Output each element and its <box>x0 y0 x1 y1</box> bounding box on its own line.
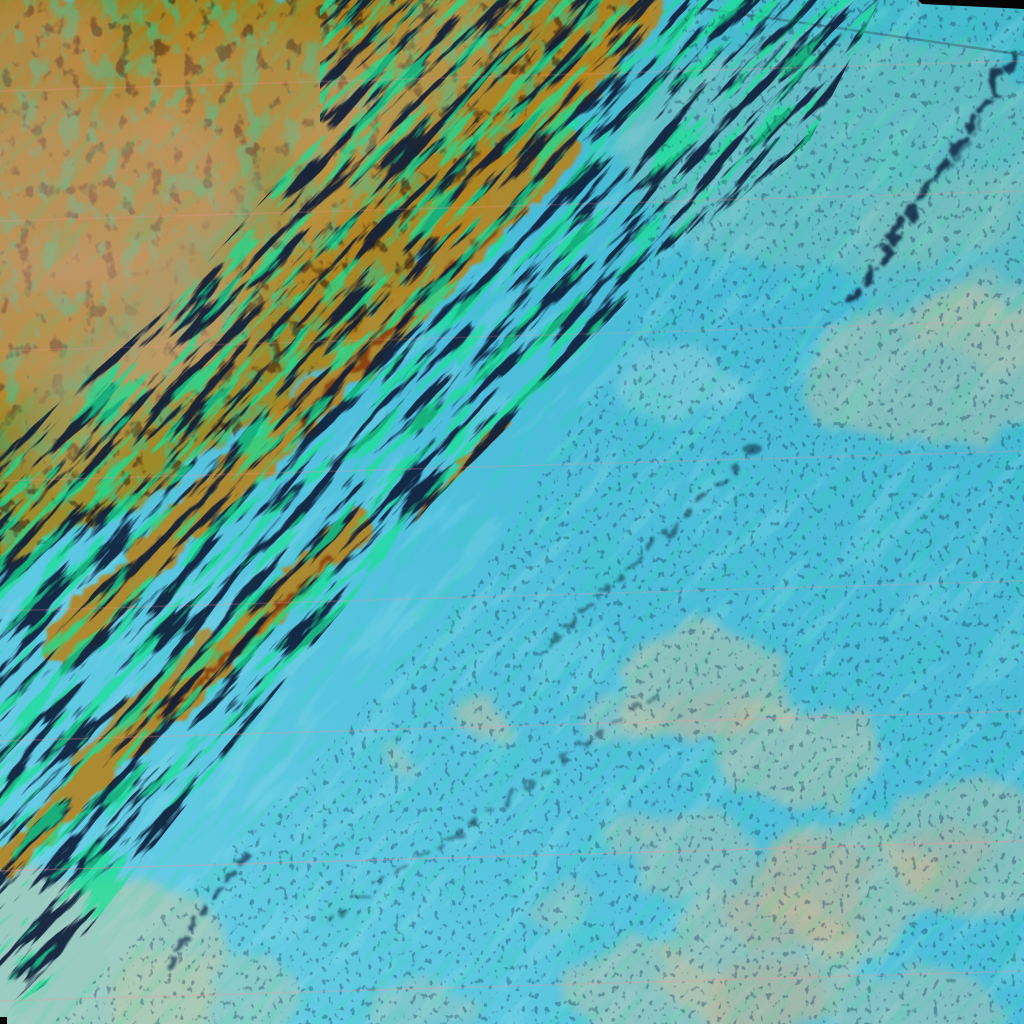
data-gap-mark-bottom-left <box>0 1017 7 1024</box>
scan-line <box>0 840 1024 872</box>
data-gap-strip-top-right <box>918 0 1024 9</box>
scan-line <box>0 190 1024 222</box>
scan-line <box>0 320 1024 352</box>
scan-lines <box>0 60 1024 1002</box>
scan-line <box>0 580 1024 612</box>
scan-line <box>0 450 1024 482</box>
scan-line <box>0 60 1024 92</box>
scan-line <box>0 710 1024 742</box>
scan-line <box>0 970 1024 1002</box>
